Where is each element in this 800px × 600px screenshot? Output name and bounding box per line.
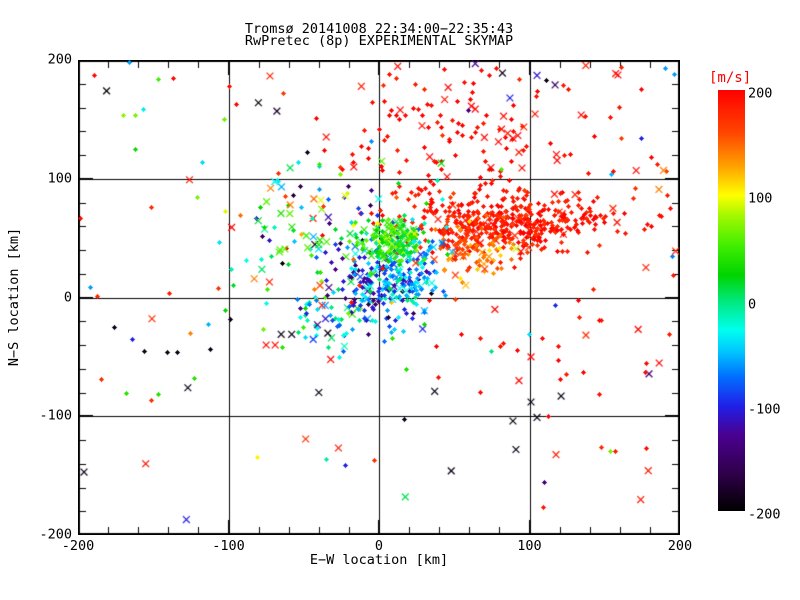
- x-tick-label: -200: [61, 538, 95, 554]
- x-tick-label: 200: [667, 538, 693, 554]
- title-block: Tromsø 20141008 22:34:00−22:35:43 RwPret…: [78, 21, 680, 49]
- plot-title-line2: RwPretec (8p) EXPERIMENTAL SKYMAP: [244, 33, 514, 49]
- y-tick-label: 200: [47, 51, 72, 68]
- y-tick-label: 100: [47, 170, 72, 187]
- scatter-canvas: [78, 60, 680, 535]
- x-tick-label: 0: [374, 538, 384, 554]
- y-tick-label: 0: [63, 289, 72, 305]
- colorbar-unit-label: [m/s]: [709, 70, 752, 86]
- colorbar-gradient: [718, 90, 745, 511]
- x-axis-label: E−W location [km]: [309, 552, 449, 568]
- y-tick-label: -200: [39, 526, 72, 543]
- plot-title-line1: Tromsø 20141008 22:34:00−22:35:43: [244, 21, 514, 37]
- colorbar-tick-label: -100: [748, 401, 781, 418]
- colorbar-tick-label: -200: [748, 506, 781, 523]
- colorbar-tick-label: 100: [748, 190, 773, 207]
- colorbar-tick-label: 0: [748, 296, 757, 312]
- y-tick-label: -100: [39, 407, 72, 424]
- x-tick-label: 100: [517, 538, 542, 554]
- x-tick-label: -100: [212, 538, 245, 554]
- colorbar-tick-label: 200: [748, 85, 773, 102]
